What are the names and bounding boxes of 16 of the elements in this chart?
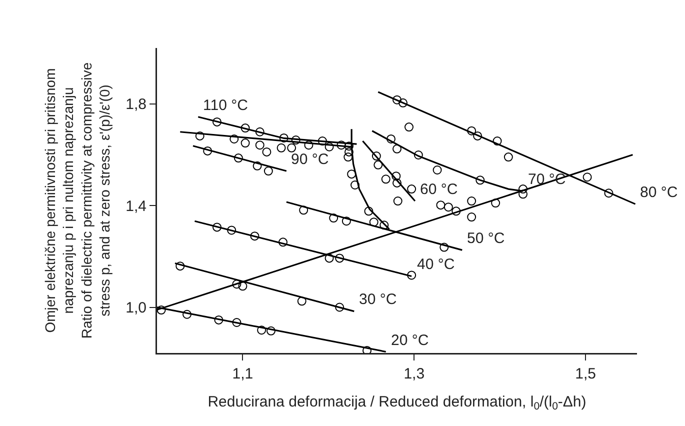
x-tick-label: 1,5 bbox=[575, 366, 596, 382]
x-tick-label: 1,1 bbox=[232, 366, 254, 382]
y-axis-title: Omjer električne permitivnosti pri pritisnom naprezanju p i pri nultom naprezanju Ratio of dielectric permittivity at compressive stress p, and at zero stress, ε'(p)/ε'(0) bbox=[42, 62, 112, 339]
y-tick-label: 1,0 bbox=[126, 300, 146, 316]
annotation: 30 °C bbox=[359, 291, 397, 308]
annotation: 40 °C bbox=[417, 256, 455, 273]
annotation: 110 °C bbox=[203, 97, 248, 114]
annotation: 60 °C bbox=[420, 181, 458, 198]
annotation: 80 °C bbox=[640, 184, 678, 201]
annotation: 90 °C bbox=[291, 151, 329, 168]
annotation: 20 °C bbox=[391, 332, 429, 349]
y-tick-label: 1,8 bbox=[126, 96, 146, 114]
annotation: 50 °C bbox=[467, 230, 505, 247]
x-axis-title: Reducirana deformacija / Reduced deformation, l$_{0}$/(l$_{0}$-Δh) bbox=[208, 393, 586, 412]
x-tick-label: 1,3 bbox=[404, 366, 425, 382]
y-tick-label: 1,4 bbox=[126, 198, 146, 215]
